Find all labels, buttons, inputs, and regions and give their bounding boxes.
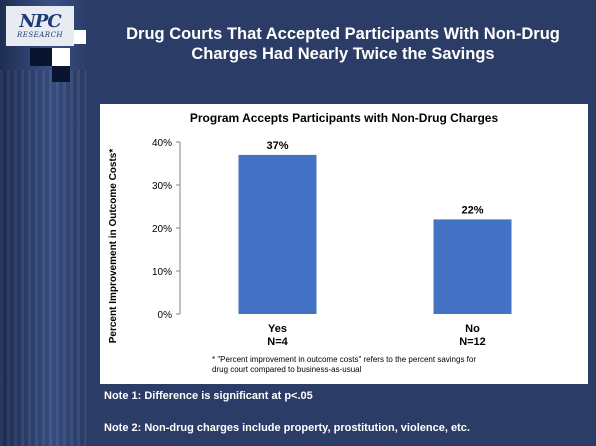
y-axis-label: Percent Improvement in Outcome Costs* [108,149,119,344]
note-1: Note 1: Difference is significant at p<.… [104,390,313,402]
data-label: 22% [461,204,483,216]
x-tick-label: No [465,323,480,335]
x-tick-label: Yes [268,323,287,335]
y-tick-label: 10% [152,267,172,278]
decorative-square [30,48,52,66]
title-area: Drug Courts That Accepted Participants W… [96,6,590,82]
chart-title: Program Accepts Participants with Non-Dr… [190,111,499,125]
chart-footnote: drug court compared to business-as-usual [212,365,362,374]
bar [433,219,512,314]
x-tick-sublabel: N=4 [267,336,288,348]
y-tick-label: 20% [152,224,172,235]
decorative-square [72,30,86,44]
bar [238,154,317,314]
slide-title: Drug Courts That Accepted Participants W… [126,25,560,63]
chart-footnote: * "Percent improvement in outcome costs"… [212,355,476,364]
note-2: Note 2: Non-drug charges include propert… [104,422,470,434]
chart-panel: Program Accepts Participants with Non-Dr… [100,104,588,384]
decorative-stripes [0,70,88,446]
y-tick-label: 40% [152,138,172,149]
decorative-square [52,66,70,82]
data-label: 37% [266,140,288,152]
logo-text: NPC [19,11,61,32]
x-tick-sublabel: N=12 [459,336,486,348]
y-tick-label: 0% [158,310,173,321]
logo-subtext: RESEARCH [16,31,64,39]
bar-chart: Program Accepts Participants with Non-Dr… [108,111,512,374]
decorative-square [52,48,70,66]
y-tick-label: 30% [152,181,172,192]
logo: NPC RESEARCH [6,6,74,46]
left-decorative-strip [0,0,88,446]
